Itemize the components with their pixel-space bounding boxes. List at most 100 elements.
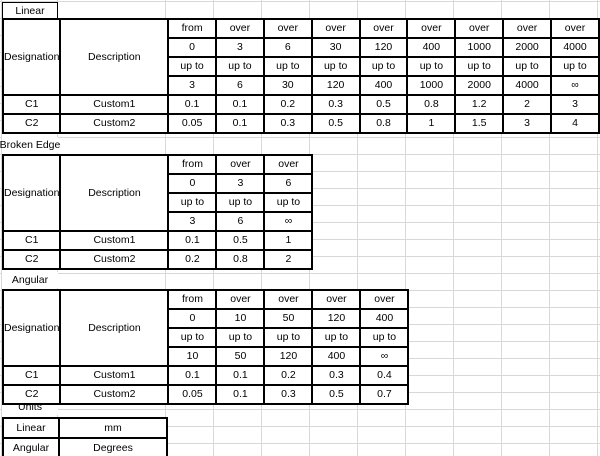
range-start-cell[interactable]: 50 — [263, 308, 314, 329]
range-end-cell[interactable]: ∞ — [550, 75, 600, 96]
range-end-cell[interactable]: 3 — [167, 211, 218, 232]
up-to-label-cell[interactable]: up to — [215, 56, 265, 77]
range-end-cell[interactable]: 30 — [262, 75, 313, 96]
range-end-cell[interactable]: 120 — [263, 346, 314, 367]
range-start-cell[interactable]: 6 — [263, 173, 314, 194]
up-to-label-cell[interactable]: up to — [502, 56, 553, 77]
designation-cell[interactable]: C2 — [1, 113, 62, 134]
unit-name-cell[interactable]: Linear — [2, 417, 60, 439]
value-cell[interactable]: 0.3 — [311, 365, 362, 386]
from-over-header-cell[interactable]: over — [215, 154, 266, 175]
value-cell[interactable]: 0.5 — [311, 384, 362, 405]
value-cell[interactable]: 0.1 — [215, 113, 265, 134]
value-cell[interactable]: 0.5 — [310, 113, 361, 134]
value-cell[interactable]: 0.4 — [359, 365, 410, 386]
up-to-label-cell[interactable]: up to — [310, 56, 361, 77]
from-over-header-cell[interactable]: over — [215, 289, 266, 310]
unit-value-cell[interactable]: mm — [58, 417, 168, 439]
angular-section-label[interactable]: Angular — [2, 272, 58, 288]
description-cell[interactable]: Custom2 — [59, 249, 170, 270]
range-start-cell[interactable]: 0 — [167, 308, 218, 329]
designation-cell[interactable]: C1 — [1, 94, 62, 115]
up-to-label-cell[interactable]: up to — [215, 192, 266, 213]
value-cell[interactable]: 0.1 — [167, 365, 218, 386]
range-end-cell[interactable]: ∞ — [263, 211, 314, 232]
value-cell[interactable]: 0.1 — [167, 94, 217, 115]
linear-section-label[interactable]: Linear — [2, 2, 58, 19]
value-cell[interactable]: 0.3 — [310, 94, 361, 115]
range-end-cell[interactable]: 50 — [215, 346, 266, 367]
up-to-label-cell[interactable]: up to — [263, 327, 314, 348]
value-cell[interactable]: 0.8 — [406, 94, 457, 115]
value-cell[interactable]: 1 — [406, 113, 457, 134]
value-cell[interactable]: 0.05 — [167, 113, 217, 134]
from-over-header-cell[interactable]: over — [262, 18, 313, 39]
range-end-cell[interactable]: 400 — [311, 346, 362, 367]
from-over-header-cell[interactable]: over — [502, 18, 553, 39]
value-cell[interactable]: 0.5 — [215, 230, 266, 251]
range-start-cell[interactable]: 3 — [215, 37, 265, 58]
up-to-label-cell[interactable]: up to — [167, 327, 218, 348]
range-start-cell[interactable]: 6 — [262, 37, 313, 58]
broken-edge-section-label[interactable]: Broken Edge — [0, 137, 61, 153]
value-cell[interactable]: 1 — [263, 230, 314, 251]
value-cell[interactable]: 0.2 — [263, 365, 314, 386]
value-cell[interactable]: 0.1 — [215, 94, 265, 115]
up-to-label-cell[interactable]: up to — [167, 192, 218, 213]
up-to-label-cell[interactable]: up to — [359, 327, 410, 348]
from-over-header-cell[interactable]: over — [358, 18, 409, 39]
range-end-cell[interactable]: 3 — [167, 75, 217, 96]
range-end-cell[interactable]: 10 — [167, 346, 218, 367]
range-start-cell[interactable]: 1000 — [454, 37, 505, 58]
from-over-header-cell[interactable]: over — [550, 18, 600, 39]
designation-cell[interactable]: C1 — [1, 365, 62, 386]
up-to-label-cell[interactable]: up to — [454, 56, 505, 77]
value-cell[interactable]: 0.05 — [167, 384, 218, 405]
value-cell[interactable]: 0.2 — [167, 249, 218, 270]
value-cell[interactable]: 0.2 — [262, 94, 313, 115]
range-start-cell[interactable]: 120 — [311, 308, 362, 329]
value-cell[interactable]: 2 — [502, 94, 553, 115]
designation-header-cell[interactable]: Designation — [1, 289, 62, 367]
range-start-cell[interactable]: 400 — [406, 37, 457, 58]
up-to-label-cell[interactable]: up to — [167, 56, 217, 77]
unit-name-cell[interactable]: Angular — [2, 437, 60, 456]
value-cell[interactable]: 0.3 — [262, 113, 313, 134]
from-over-header-cell[interactable]: over — [263, 154, 314, 175]
value-cell[interactable]: 0.8 — [358, 113, 409, 134]
from-over-header-cell[interactable]: over — [263, 289, 314, 310]
from-over-header-cell[interactable]: over — [215, 18, 265, 39]
description-header-cell[interactable]: Description — [59, 18, 170, 96]
from-over-header-cell[interactable]: from — [167, 18, 217, 39]
from-over-header-cell[interactable]: from — [167, 289, 218, 310]
range-end-cell[interactable]: ∞ — [359, 346, 410, 367]
range-end-cell[interactable]: 120 — [310, 75, 361, 96]
up-to-label-cell[interactable]: up to — [263, 192, 314, 213]
value-cell[interactable]: 0.1 — [215, 384, 266, 405]
range-start-cell[interactable]: 400 — [359, 308, 410, 329]
designation-cell[interactable]: C1 — [1, 230, 62, 251]
value-cell[interactable]: 4 — [550, 113, 600, 134]
description-cell[interactable]: Custom1 — [59, 94, 170, 115]
range-end-cell[interactable]: 2000 — [454, 75, 505, 96]
description-cell[interactable]: Custom1 — [59, 365, 170, 386]
value-cell[interactable]: 0.5 — [358, 94, 409, 115]
from-over-header-cell[interactable]: over — [310, 18, 361, 39]
value-cell[interactable]: 0.1 — [215, 365, 266, 386]
from-over-header-cell[interactable]: over — [406, 18, 457, 39]
value-cell[interactable]: 2 — [263, 249, 314, 270]
value-cell[interactable]: 3 — [550, 94, 600, 115]
unit-value-cell[interactable]: Degrees — [58, 437, 168, 456]
range-start-cell[interactable]: 0 — [167, 173, 218, 194]
description-cell[interactable]: Custom2 — [59, 384, 170, 405]
range-start-cell[interactable]: 30 — [310, 37, 361, 58]
value-cell[interactable]: 0.1 — [167, 230, 218, 251]
range-start-cell[interactable]: 2000 — [502, 37, 553, 58]
value-cell[interactable]: 0.3 — [263, 384, 314, 405]
range-start-cell[interactable]: 4000 — [550, 37, 600, 58]
range-end-cell[interactable]: 6 — [215, 211, 266, 232]
up-to-label-cell[interactable]: up to — [215, 327, 266, 348]
designation-header-cell[interactable]: Designation — [1, 18, 62, 96]
up-to-label-cell[interactable]: up to — [406, 56, 457, 77]
range-start-cell[interactable]: 3 — [215, 173, 266, 194]
